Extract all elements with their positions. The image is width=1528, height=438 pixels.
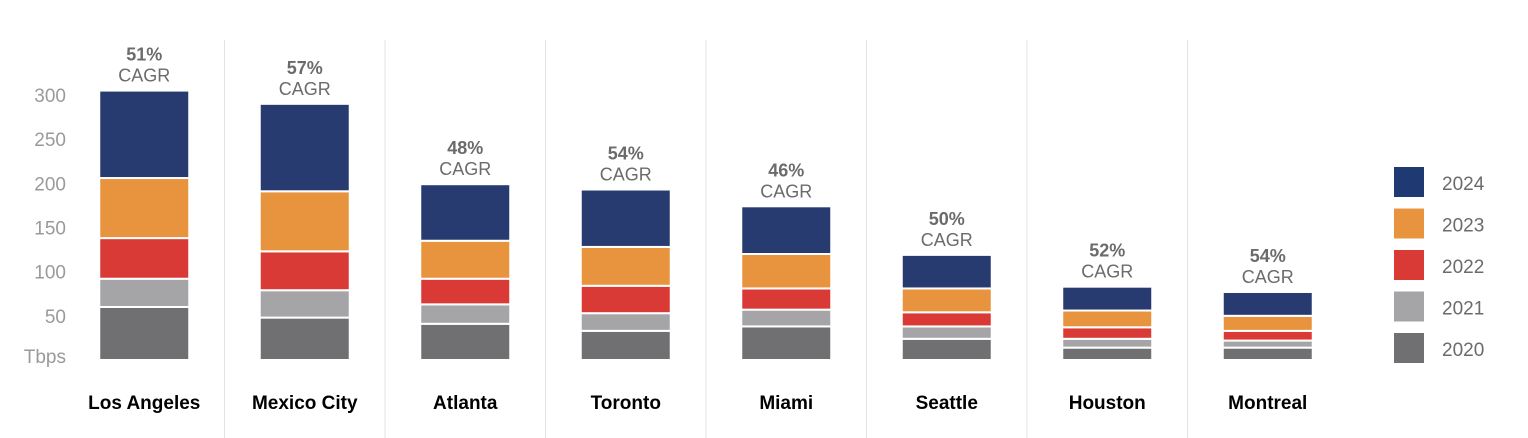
cagr-label: CAGR bbox=[118, 66, 170, 86]
y-axis: Tbps 300 250 200 150 100 50 bbox=[24, 86, 66, 368]
bar-segment-2020 bbox=[419, 322, 512, 361]
legend-swatch-2021 bbox=[1394, 291, 1424, 322]
bar-segment-2024 bbox=[900, 253, 993, 290]
bar-segment-2024 bbox=[740, 205, 833, 256]
bar-segment-2021 bbox=[258, 289, 351, 319]
y-tick-label: 50 bbox=[45, 307, 66, 328]
cagr-percent: 48% bbox=[447, 138, 483, 158]
bar-segment-2021 bbox=[98, 277, 191, 309]
legend-label: 2020 bbox=[1442, 340, 1484, 361]
bar-segment-2023 bbox=[900, 287, 993, 314]
category-label: Seattle bbox=[916, 393, 978, 414]
bar-segment-2022 bbox=[740, 287, 833, 311]
bar-segment-2022 bbox=[1221, 329, 1314, 342]
cagr-percent: 57% bbox=[287, 58, 323, 78]
cagr-percent: 50% bbox=[929, 209, 965, 229]
bar-segment-2024 bbox=[1061, 285, 1154, 312]
bar-segment-2023 bbox=[1221, 314, 1314, 332]
bar-segment-2023 bbox=[1061, 309, 1154, 329]
column-separators bbox=[224, 40, 1188, 438]
category-label: Mexico City bbox=[252, 393, 358, 414]
cagr-label: CAGR bbox=[921, 230, 973, 250]
bar-segment-2020 bbox=[258, 316, 351, 362]
category-label: Montreal bbox=[1228, 393, 1307, 414]
bar-segment-2020 bbox=[1221, 346, 1314, 361]
bar-segment-2021 bbox=[740, 308, 833, 328]
bar-segment-2022 bbox=[900, 311, 993, 328]
cagr-label: CAGR bbox=[760, 181, 812, 201]
bar-segment-2020 bbox=[1061, 346, 1154, 361]
legend-swatch-2024 bbox=[1394, 167, 1424, 197]
bar-segment-2021 bbox=[1221, 339, 1314, 349]
bars bbox=[98, 89, 1314, 362]
legend-label: 2022 bbox=[1442, 257, 1484, 278]
bar-segment-2022 bbox=[98, 237, 191, 280]
cagr-percent: 54% bbox=[1250, 246, 1286, 266]
legend-swatch-2022 bbox=[1394, 250, 1424, 280]
category-label: Miami bbox=[759, 393, 813, 414]
bar-segment-2020 bbox=[740, 325, 833, 361]
bar-segment-2020 bbox=[900, 337, 993, 361]
bar-segment-2021 bbox=[1061, 337, 1154, 349]
bar-segment-2023 bbox=[98, 177, 191, 240]
legend-label: 2021 bbox=[1442, 299, 1484, 320]
cagr-label: CAGR bbox=[600, 165, 652, 185]
bar-segment-2021 bbox=[419, 303, 512, 325]
bar-segment-2022 bbox=[1061, 326, 1154, 340]
category-label: Houston bbox=[1069, 393, 1146, 414]
legend: 2024 2023 2022 2021 2020 bbox=[1394, 167, 1485, 363]
bar-segment-2022 bbox=[258, 250, 351, 292]
bar-segment-2023 bbox=[579, 245, 672, 287]
y-tick-label: 300 bbox=[34, 86, 66, 107]
bar-segment-2024 bbox=[579, 188, 672, 248]
legend-label: 2024 bbox=[1442, 174, 1485, 195]
bar-segment-2024 bbox=[1221, 290, 1314, 317]
bar-segment-2023 bbox=[419, 239, 512, 280]
y-tick-label: 250 bbox=[34, 130, 66, 151]
y-axis-unit: Tbps bbox=[24, 347, 66, 368]
category-label: Atlanta bbox=[433, 393, 498, 414]
category-label: Toronto bbox=[591, 393, 661, 414]
cagr-label: CAGR bbox=[279, 79, 331, 99]
legend-swatch-2023 bbox=[1394, 208, 1424, 239]
y-tick-label: 200 bbox=[34, 174, 66, 195]
bar-segment-2024 bbox=[98, 89, 191, 180]
bar-segment-2020 bbox=[579, 329, 672, 362]
y-tick-label: 100 bbox=[34, 263, 66, 284]
cagr-percent: 52% bbox=[1089, 241, 1125, 261]
cagr-percent: 54% bbox=[608, 144, 644, 164]
legend-swatch-2020 bbox=[1394, 333, 1424, 363]
cagr-percent: 51% bbox=[126, 45, 162, 65]
bar-segment-2023 bbox=[740, 253, 833, 290]
bar-segment-2021 bbox=[579, 312, 672, 332]
bar-segment-2021 bbox=[900, 325, 993, 340]
bar-segment-2024 bbox=[419, 183, 512, 242]
cagr-label: CAGR bbox=[1081, 262, 1133, 282]
bar-segment-2022 bbox=[419, 277, 512, 306]
cagr-label: CAGR bbox=[439, 159, 491, 179]
bar-segment-2024 bbox=[258, 102, 351, 193]
cagr-percent: 46% bbox=[768, 160, 804, 180]
y-tick-label: 150 bbox=[34, 219, 66, 240]
bar-segment-2023 bbox=[258, 190, 351, 253]
category-label: Los Angeles bbox=[88, 393, 200, 414]
legend-label: 2023 bbox=[1442, 216, 1484, 237]
cagr-label: CAGR bbox=[1242, 267, 1294, 287]
bar-segment-2020 bbox=[98, 306, 191, 361]
bar-segment-2022 bbox=[579, 284, 672, 315]
